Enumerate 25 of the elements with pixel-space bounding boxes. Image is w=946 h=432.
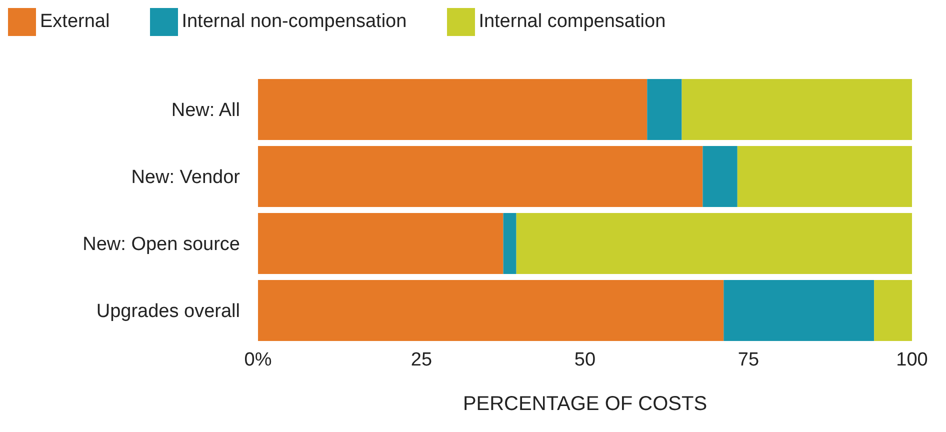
- legend-label: Internal compensation: [478, 11, 666, 32]
- x-axis-title: PERCENTAGE OF COSTS: [462, 393, 708, 415]
- x-tick-label: 50: [574, 349, 596, 370]
- legend-label: External: [40, 11, 110, 32]
- bar: [682, 79, 912, 140]
- bar: [258, 280, 724, 341]
- y-tick-label: New: Vendor: [131, 167, 241, 188]
- bar: [737, 146, 912, 207]
- bar: [258, 213, 504, 274]
- bar: [874, 280, 912, 341]
- x-tick-label: 0%: [244, 349, 272, 370]
- bar: [647, 79, 682, 140]
- legend-label: Internal non-compensation: [182, 11, 407, 32]
- y-tick-label: Upgrades overall: [96, 301, 240, 322]
- bar: [516, 213, 912, 274]
- bar: [724, 280, 874, 341]
- y-tick-label: New: Open source: [82, 234, 240, 256]
- bar: [258, 79, 648, 140]
- bar: [702, 146, 738, 207]
- x-tick-label: 25: [410, 349, 432, 370]
- x-tick-label: 75: [738, 349, 760, 370]
- x-tick-label: 100: [896, 349, 928, 370]
- y-tick-label: New: All: [171, 100, 240, 122]
- bar: [258, 146, 703, 207]
- bar: [503, 213, 516, 274]
